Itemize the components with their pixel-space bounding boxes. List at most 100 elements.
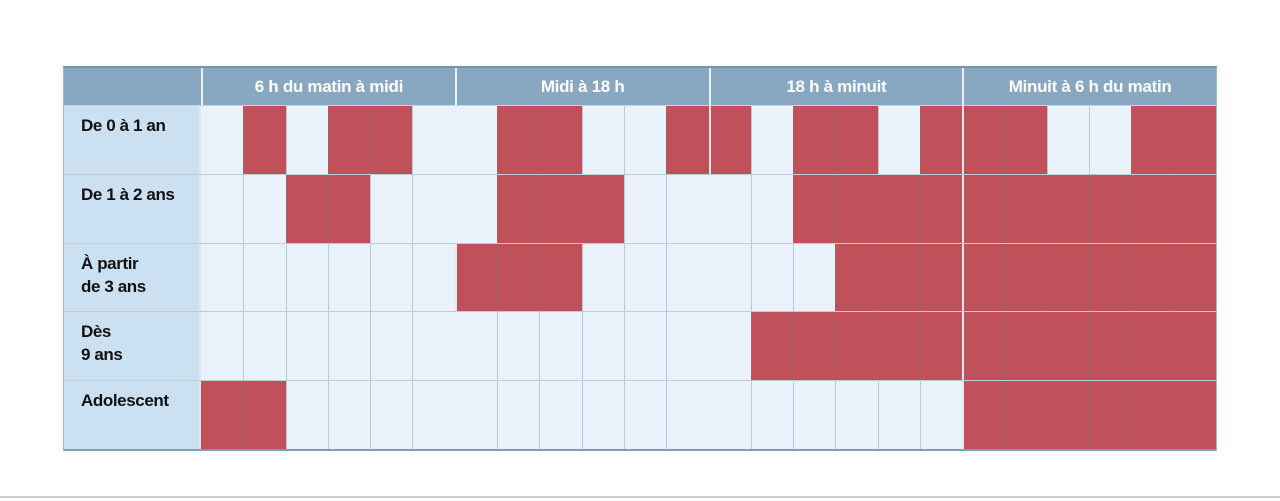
schedule-cell-filled	[1046, 381, 1090, 449]
schedule-cell-filled	[327, 106, 371, 174]
schedule-cell-filled	[1089, 381, 1132, 449]
schedule-cell-filled	[497, 174, 540, 243]
schedule-cell-filled	[919, 312, 963, 381]
schedule-cell-empty	[623, 243, 667, 312]
schedule-cell-empty	[201, 174, 244, 243]
table-row: Adolescent	[64, 380, 1216, 449]
schedule-cell-filled	[1173, 312, 1216, 381]
schedule-cell-filled	[1173, 106, 1216, 174]
schedule-cell-filled	[370, 106, 413, 174]
schedule-cell-filled	[1131, 312, 1174, 381]
schedule-cell-filled	[1089, 312, 1132, 381]
schedule-cell-empty	[1046, 106, 1090, 174]
schedule-cell-filled	[919, 106, 963, 174]
schedule-cell-filled	[962, 243, 1005, 312]
schedule-cell-empty	[750, 381, 794, 449]
schedule-cell-filled	[835, 106, 878, 174]
row-label: À partir de 3 ans	[64, 243, 201, 312]
schedule-cell-empty	[285, 312, 328, 381]
period-header-morning: 6 h du matin à midi	[201, 68, 455, 106]
schedule-cell-empty	[497, 381, 540, 449]
schedule-cell-empty	[750, 106, 794, 174]
schedule-cell-empty	[623, 174, 667, 243]
schedule-cell-empty	[454, 312, 498, 381]
schedule-cell-filled	[497, 106, 540, 174]
schedule-cell-empty	[793, 243, 836, 312]
schedule-cell-empty	[327, 243, 371, 312]
schedule-cell-empty	[750, 243, 794, 312]
schedule-cell-empty	[623, 312, 667, 381]
schedule-cell-filled	[1004, 106, 1047, 174]
period-header-night: Minuit à 6 h du matin	[962, 68, 1216, 106]
schedule-cell-filled	[1004, 174, 1047, 243]
schedule-cell-empty	[666, 174, 709, 243]
schedule-cell-empty	[708, 312, 751, 381]
schedule-cell-filled	[835, 243, 878, 312]
row-label: Dès 9 ans	[64, 312, 201, 381]
schedule-cell-empty	[201, 106, 244, 174]
schedule-cell-empty	[835, 381, 878, 449]
schedule-cell-empty	[412, 106, 455, 174]
schedule-cell-filled	[454, 243, 498, 312]
period-header-afternoon: Midi à 18 h	[454, 68, 709, 106]
schedule-cell-filled	[835, 312, 878, 381]
schedule-cell-empty	[750, 174, 794, 243]
schedule-cell-empty	[666, 381, 709, 449]
schedule-cell-empty	[285, 106, 328, 174]
schedule-cell-filled	[243, 106, 286, 174]
schedule-cell-filled	[285, 174, 328, 243]
schedule-cell-filled	[1131, 381, 1174, 449]
schedule-cell-empty	[243, 312, 286, 381]
schedule-cell-filled	[877, 174, 920, 243]
schedule-cell-filled	[1004, 381, 1047, 449]
schedule-cell-empty	[370, 174, 413, 243]
row-label: De 0 à 1 an	[64, 106, 201, 174]
period-header-evening: 18 h à minuit	[708, 68, 963, 106]
schedule-cell-filled	[1089, 243, 1132, 312]
table-row: De 1 à 2 ans	[64, 173, 1216, 243]
schedule-cell-filled	[1131, 243, 1174, 312]
schedule-cell-empty	[497, 312, 540, 381]
schedule-cell-empty	[201, 243, 244, 312]
schedule-cell-empty	[412, 174, 455, 243]
schedule-cell-filled	[1004, 243, 1047, 312]
table-row: Dès 9 ans	[64, 311, 1216, 381]
schedule-cell-filled	[539, 243, 582, 312]
schedule-cell-empty	[793, 381, 836, 449]
row-label: Adolescent	[64, 381, 201, 449]
schedule-cell-filled	[201, 381, 244, 449]
schedule-cell-filled	[581, 174, 624, 243]
schedule-cell-empty	[370, 381, 413, 449]
row-label: De 1 à 2 ans	[64, 174, 201, 243]
schedule-cell-empty	[243, 243, 286, 312]
schedule-cell-empty	[581, 106, 624, 174]
schedule-cell-filled	[793, 174, 836, 243]
schedule-cell-empty	[370, 312, 413, 381]
schedule-cell-filled	[1131, 106, 1174, 174]
schedule-cell-filled	[1173, 243, 1216, 312]
schedule-cell-empty	[327, 381, 371, 449]
schedule-cell-empty	[327, 312, 371, 381]
schedule-cell-empty	[285, 243, 328, 312]
schedule-cell-filled	[750, 312, 794, 381]
schedule-cell-filled	[793, 312, 836, 381]
schedule-cell-empty	[539, 381, 582, 449]
schedule-cell-empty	[708, 174, 751, 243]
schedule-cell-empty	[370, 243, 413, 312]
schedule-cell-filled	[1046, 174, 1090, 243]
schedule-cell-filled	[877, 312, 920, 381]
sleep-schedule-table: 6 h du matin à midi Midi à 18 h 18 h à m…	[63, 66, 1217, 451]
schedule-cell-filled	[1131, 174, 1174, 243]
schedule-cell-filled	[919, 243, 963, 312]
schedule-cell-empty	[454, 174, 498, 243]
schedule-cell-empty	[708, 381, 751, 449]
schedule-cell-empty	[412, 381, 455, 449]
schedule-cell-filled	[1173, 174, 1216, 243]
schedule-cell-filled	[962, 174, 1005, 243]
schedule-cell-empty	[201, 312, 244, 381]
schedule-cell-filled	[835, 174, 878, 243]
schedule-cell-filled	[1046, 243, 1090, 312]
schedule-cell-empty	[412, 312, 455, 381]
schedule-cell-filled	[497, 243, 540, 312]
schedule-cell-empty	[454, 381, 498, 449]
